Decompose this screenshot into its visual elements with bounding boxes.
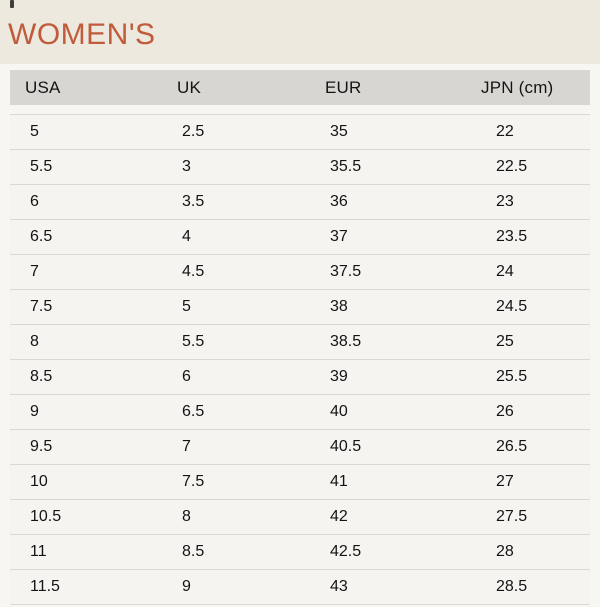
table-cell: 38.5 (330, 333, 362, 350)
table-cell: 8.5 (30, 368, 53, 385)
column-header: JPN (cm) (481, 77, 554, 97)
table-cell: 40 (330, 403, 348, 420)
stray-mark (10, 0, 14, 8)
table-cell: 6.5 (182, 403, 205, 420)
table-cell: 11.5 (30, 578, 60, 595)
table-row: 9 6.5 40 26 (10, 395, 590, 430)
table-cell: 24.5 (496, 298, 528, 315)
table-cell: 25 (496, 333, 514, 350)
page-header-band: WOMEN'S (0, 0, 600, 64)
table-cell: 26.5 (496, 438, 528, 455)
table-cell: 4 (182, 228, 191, 245)
table-cell: 10.5 (30, 508, 62, 525)
table-cell: 6.5 (30, 228, 53, 245)
table-cell: 5 (30, 123, 39, 140)
table-cell: 27.5 (496, 508, 528, 525)
table-cell: 27 (496, 473, 514, 490)
table-cell: 2.5 (182, 123, 205, 140)
table-cell: 37.5 (330, 263, 362, 280)
column-header: USA (25, 77, 61, 97)
table-row: 10.5 8 42 27.5 (10, 500, 590, 535)
table-row: 11 8.5 42.5 28 (10, 535, 590, 570)
table-cell: 37 (330, 228, 348, 245)
table-row: 6 3.5 36 23 (10, 185, 590, 220)
table-row: 5.5 3 35.5 22.5 (10, 150, 590, 185)
table-row: 7 4.5 37.5 24 (10, 255, 590, 290)
table-cell: 3 (182, 158, 191, 175)
table-cell: 41 (330, 473, 348, 490)
table-cell: 28.5 (496, 578, 528, 595)
table-cell: 9 (182, 578, 191, 595)
table-row: 5 2.5 35 22 (10, 115, 590, 150)
table-cell: 5.5 (30, 158, 53, 175)
table-cell: 25.5 (496, 368, 528, 385)
table-cell: 35.5 (330, 158, 362, 175)
table-cell: 9.5 (30, 438, 53, 455)
table-cell: 8.5 (182, 543, 205, 560)
table-row: 8.5 6 39 25.5 (10, 360, 590, 395)
table-cell: 9 (30, 403, 39, 420)
table-cell: 7 (182, 438, 191, 455)
table-cell: 23 (496, 193, 514, 210)
table-row: 10 7.5 41 27 (10, 465, 590, 500)
table-row: 9.5 7 40.5 26.5 (10, 430, 590, 465)
table-cell: 43 (330, 578, 348, 595)
table-cell: 8 (30, 333, 39, 350)
table-cell: 3.5 (182, 193, 205, 210)
table-cell: 7.5 (30, 298, 53, 315)
table-cell: 6 (182, 368, 191, 385)
table-cell: 22.5 (496, 158, 528, 175)
size-table-body: 5 2.5 35 22 5.5 3 35.5 22.5 6 3.5 36 23 6.5 4 37 23.5 7 4… (10, 114, 590, 605)
table-row: 8 5.5 38.5 25 (10, 325, 590, 360)
table-row: 6.5 4 37 23.5 (10, 220, 590, 255)
column-header: EUR (325, 77, 362, 97)
table-cell: 23.5 (496, 228, 528, 245)
table-cell: 40.5 (330, 438, 362, 455)
table-cell: 5 (182, 298, 191, 315)
table-cell: 4.5 (182, 263, 205, 280)
table-cell: 38 (330, 298, 348, 315)
table-cell: 26 (496, 403, 514, 420)
table-cell: 39 (330, 368, 348, 385)
table-cell: 8 (182, 508, 191, 525)
table-cell: 7.5 (182, 473, 205, 490)
table-cell: 42 (330, 508, 348, 525)
column-header: UK (177, 77, 202, 97)
table-cell: 11 (30, 543, 47, 560)
table-cell: 36 (330, 193, 348, 210)
table-cell: 10 (30, 473, 48, 490)
table-row: 7.5 5 38 24.5 (10, 290, 590, 325)
table-cell: 28 (496, 543, 514, 560)
table-cell: 42.5 (330, 543, 362, 560)
table-cell: 22 (496, 123, 514, 140)
table-cell: 7 (30, 263, 39, 280)
page-title: WOMEN'S (8, 18, 156, 51)
table-cell: 35 (330, 123, 348, 140)
size-table-header: USA UK EUR JPN (cm) (10, 70, 590, 105)
table-row: 11.5 9 43 28.5 (10, 570, 590, 605)
table-cell: 24 (496, 263, 514, 280)
table-cell: 6 (30, 193, 39, 210)
table-cell: 5.5 (182, 333, 205, 350)
size-conversion-table: USA UK EUR JPN (cm) 5 2.5 35 22 5.5 3 35.5 22.5 6 3.… (0, 70, 600, 605)
